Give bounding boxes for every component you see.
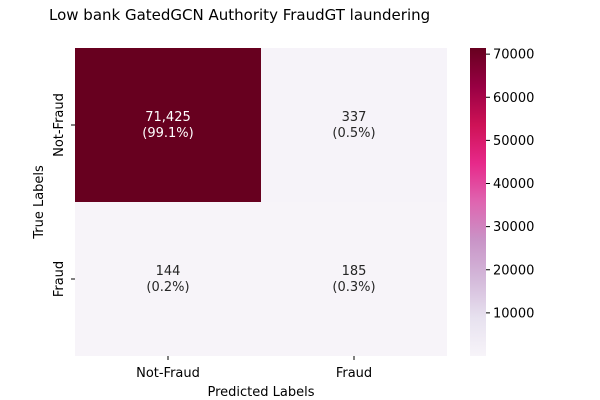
colorbar-tick-label: 40000 — [493, 177, 534, 192]
colorbar-tick-label: 70000 — [493, 48, 534, 63]
y-tick-label: Fraud — [52, 261, 67, 297]
colorbar-ticks: 10000 20000 30000 40000 50000 60000 70000 — [486, 48, 534, 321]
x-axis-label: Predicted Labels — [207, 385, 314, 400]
cell-percent-label: (0.3%) — [332, 280, 375, 295]
chart-title: Low bank GatedGCN Authority FraudGT laun… — [49, 6, 430, 24]
colorbar — [470, 48, 486, 356]
heatmap-cell — [261, 202, 447, 356]
x-tick-label: Not-Fraud — [136, 366, 200, 381]
cell-percent-label: (99.1%) — [142, 126, 193, 141]
heatmap-cell — [75, 48, 261, 202]
x-axis: Not-Fraud Fraud — [136, 356, 372, 381]
y-axis: Not-Fraud Fraud — [52, 93, 75, 297]
heatmap-cell — [75, 202, 261, 356]
y-axis-label: True Labels — [32, 165, 47, 240]
colorbar-tick-label: 20000 — [493, 263, 534, 278]
cell-count-label: 337 — [342, 110, 367, 125]
cell-percent-label: (0.2%) — [146, 280, 189, 295]
colorbar-tick-label: 30000 — [493, 220, 534, 235]
cell-count-label: 71,425 — [145, 110, 191, 125]
colorbar-tick-label: 50000 — [493, 134, 534, 149]
colorbar-tick-label: 60000 — [493, 91, 534, 106]
cell-count-label: 185 — [342, 264, 367, 279]
colorbar-tick-label: 10000 — [493, 306, 534, 321]
cell-count-label: 144 — [156, 264, 181, 279]
heatmap-cells: 71,425(99.1%) 337(0.5%) 144(0.2%) 185(0.3%) — [75, 48, 447, 356]
heatmap-cell — [261, 48, 447, 202]
cell-percent-label: (0.5%) — [332, 126, 375, 141]
y-tick-label: Not-Fraud — [52, 93, 67, 157]
x-tick-label: Fraud — [336, 366, 372, 381]
